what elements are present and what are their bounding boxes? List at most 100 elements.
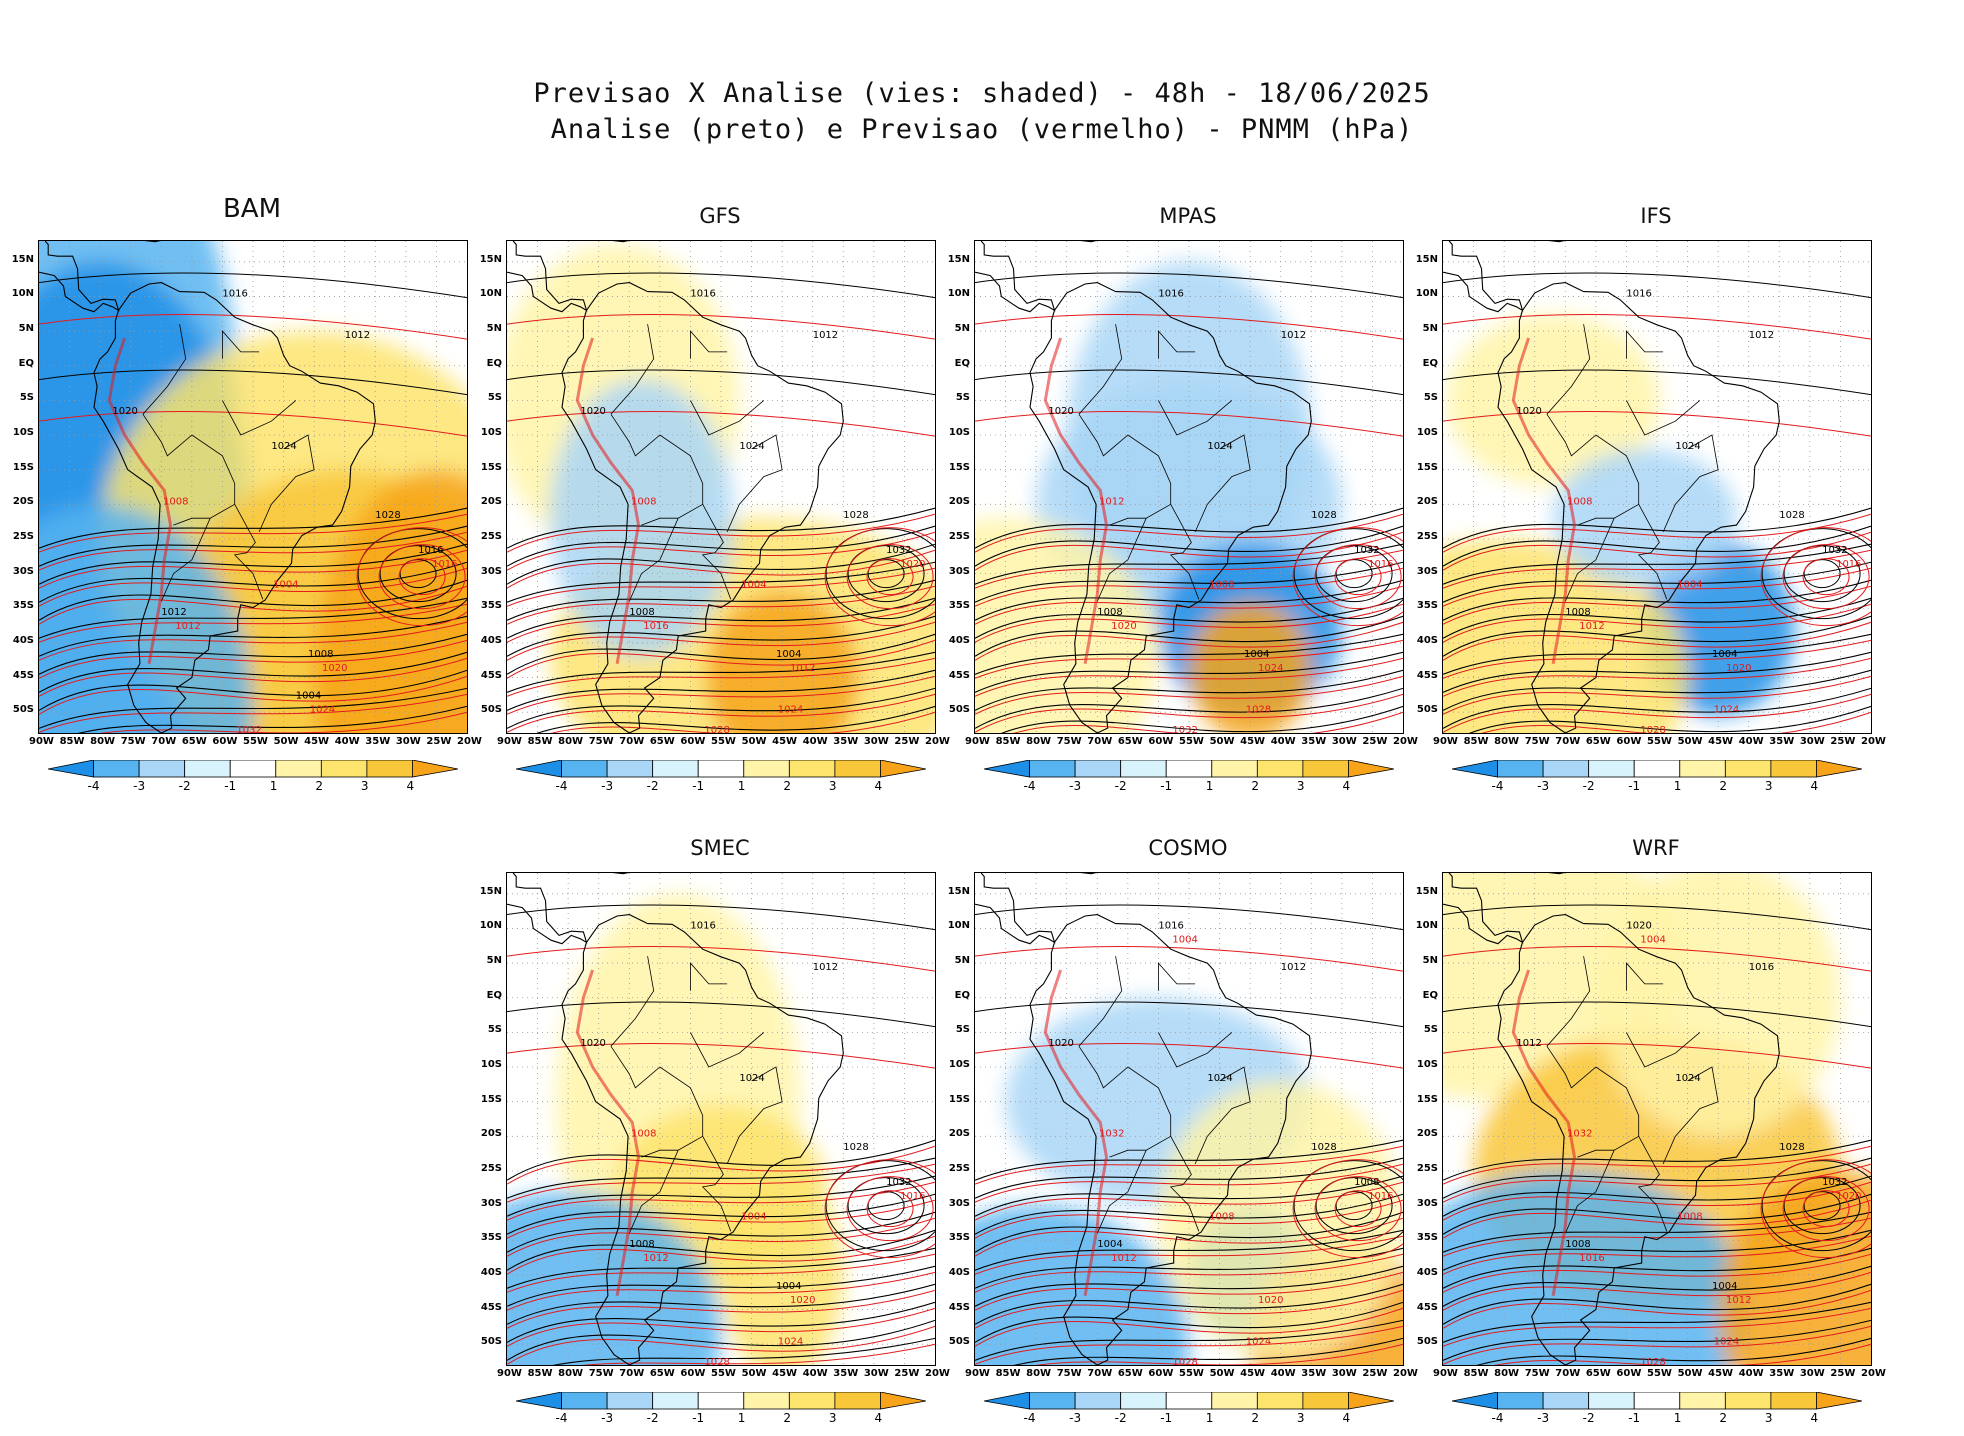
longitude-tick-label: 60W bbox=[1616, 1368, 1642, 1379]
colorbar-label: 1 bbox=[1673, 1411, 1682, 1425]
grid-lines bbox=[975, 241, 1403, 733]
longitude-tick-label: 55W bbox=[711, 1368, 736, 1379]
andes-contours bbox=[575, 337, 641, 664]
latitude-tick-label: 15N bbox=[11, 253, 34, 265]
forecast-contour-label: 1012 bbox=[1099, 496, 1124, 507]
map-area: 1016 1012 1020 1024 1028 1032 1008 1004 1020 1016… bbox=[506, 240, 936, 734]
analysis-contour-label: 1028 bbox=[1311, 510, 1336, 521]
longitude-tick-label: 60W bbox=[1616, 736, 1642, 747]
latitude-tick-label: 5N bbox=[1422, 323, 1438, 335]
forecast-contour-label: 1004 bbox=[1172, 934, 1197, 945]
analysis-contour-label: 1012 bbox=[1749, 330, 1774, 341]
forecast-contour-label: 1020 bbox=[1258, 1295, 1283, 1306]
longitude-tick-label: 60W bbox=[212, 736, 238, 747]
analysis-contour-label: 1020 bbox=[1048, 406, 1073, 417]
latitude-tick-label: 10N bbox=[947, 288, 970, 300]
analysis-contour-label: 1012 bbox=[161, 607, 186, 618]
analysis-contour-label: 1032 bbox=[1822, 1177, 1847, 1188]
forecast-contour-label: 1012 bbox=[1111, 1253, 1136, 1264]
longitude-tick-label: 85W bbox=[1463, 736, 1489, 747]
latitude-tick-label: 30S bbox=[948, 565, 970, 577]
latitude-tick-label: 20S bbox=[1416, 1128, 1438, 1140]
colorbar-label: -1 bbox=[224, 779, 237, 793]
forecast-contour-label: 1016 bbox=[1579, 1253, 1604, 1264]
analysis-contour-label: 1016 bbox=[690, 288, 715, 299]
latitude-tick-label: 10S bbox=[948, 427, 970, 439]
coastlines bbox=[1443, 241, 1780, 733]
colorbar-label: 4 bbox=[1810, 779, 1819, 793]
analysis-contour-label: 1016 bbox=[418, 545, 443, 556]
longitude-tick-label: 40W bbox=[802, 1368, 828, 1379]
longitude-tick-label: 70W bbox=[151, 736, 177, 747]
colorbar-label: -1 bbox=[1160, 779, 1173, 793]
longitude-tick-label: 55W bbox=[1647, 736, 1672, 747]
colorbar-label: 3 bbox=[828, 1411, 837, 1425]
latitude-tick-label: 45S bbox=[948, 1301, 970, 1313]
isobars bbox=[1443, 904, 1871, 1365]
analysis-contour-label: 1024 bbox=[739, 1073, 764, 1084]
colorbar-label: 4 bbox=[1342, 779, 1351, 793]
colorbar-label: 2 bbox=[315, 779, 323, 793]
analysis-contour-label: 1016 bbox=[1749, 962, 1774, 973]
colorbar-label: 1 bbox=[737, 779, 746, 793]
longitude-tick-label: 25W bbox=[1362, 736, 1388, 747]
analysis-contour-label: 1008 bbox=[1565, 607, 1590, 618]
latitude-tick-label: 20S bbox=[480, 496, 502, 508]
analysis-contour-label: 1012 bbox=[1516, 1038, 1541, 1049]
model-panel-mpas: MPAS 1016 1012 1020 1024 1028 1032 1008 1004 1016… bbox=[948, 204, 1418, 800]
latitude-tick-label: 50S bbox=[1416, 704, 1438, 716]
latitude-tick-label: 10N bbox=[1415, 288, 1438, 300]
forecast-contour-label: 1024 bbox=[1258, 663, 1283, 674]
longitude-tick-label: 55W bbox=[1179, 1368, 1204, 1379]
latitude-tick-label: 5N bbox=[486, 323, 502, 335]
latitude-tick-label: 40S bbox=[480, 1266, 502, 1278]
longitude-tick-label: 45W bbox=[1708, 736, 1734, 747]
longitude-tick-label: 25W bbox=[1362, 1368, 1388, 1379]
longitude-tick-label: 70W bbox=[1087, 1368, 1113, 1379]
analysis-contour-label: 1004 bbox=[1712, 1281, 1737, 1292]
forecast-contour-label: 1024 bbox=[1714, 1336, 1739, 1347]
longitude-tick-label: 80W bbox=[90, 736, 116, 747]
colorbar-label: 4 bbox=[1810, 1411, 1819, 1425]
longitude-tick-label: 45W bbox=[1240, 736, 1266, 747]
latitude-tick-label: 10S bbox=[948, 1059, 970, 1071]
analysis-contour-label: 1016 bbox=[1158, 920, 1183, 931]
longitude-tick-label: 30W bbox=[1799, 1368, 1825, 1379]
forecast-contour-label: 1032 bbox=[236, 725, 261, 733]
forecast-contour-label: 1012 bbox=[1579, 621, 1604, 632]
colorbar-label: 2 bbox=[783, 1411, 791, 1425]
latitude-tick-label: 15N bbox=[1415, 253, 1438, 265]
contour-labels: 1016 1012 1020 1024 1028 1008 1004 1016 1012 1020… bbox=[1048, 920, 1393, 1365]
analysis-contour-label: 1012 bbox=[813, 330, 838, 341]
forecast-contour-label: 1004 bbox=[741, 1212, 766, 1223]
latitude-tick-label: 10N bbox=[479, 288, 502, 300]
latitude-tick-label: 25S bbox=[948, 530, 970, 542]
colorbar-label: 2 bbox=[1719, 779, 1727, 793]
longitude-tick-label: 75W bbox=[588, 736, 614, 747]
longitude-tick-label: 60W bbox=[680, 736, 706, 747]
colorbar: -4 -3 -2 -1 1 2 3 4 bbox=[1451, 1391, 1863, 1426]
colorbar-label: 3 bbox=[1764, 1411, 1773, 1425]
latitude-tick-label: 10S bbox=[1416, 1059, 1438, 1071]
contour-labels: 1016 1012 1020 1024 1028 1032 1008 1004 1016 1012… bbox=[580, 920, 925, 1365]
analysis-contour-label: 1024 bbox=[1207, 1073, 1232, 1084]
latitude-tick-label: 40S bbox=[12, 634, 34, 646]
longitude-tick-label: 65W bbox=[1585, 736, 1611, 747]
analysis-contour-label: 1004 bbox=[776, 649, 801, 660]
latitude-tick-label: 50S bbox=[948, 704, 970, 716]
latitude-tick-label: 5N bbox=[954, 955, 970, 967]
colorbar-label: 4 bbox=[874, 1411, 883, 1425]
model-panel-gfs: GFS 1016 1012 1020 1024 1028 1032 1008 1004 1020 1… bbox=[480, 204, 950, 800]
contour-labels: 1020 1016 1012 1024 1028 1032 1008 1004 1020 1016… bbox=[1516, 920, 1861, 1365]
latitude-tick-label: 20S bbox=[948, 496, 970, 508]
analysis-contour-label: 1028 bbox=[375, 510, 400, 521]
latitude-tick-label: 15N bbox=[479, 885, 502, 897]
forecast-contour-label: 1028 bbox=[704, 725, 729, 733]
colorbar-label: 3 bbox=[828, 779, 837, 793]
latitude-tick-label: 15S bbox=[480, 461, 502, 473]
analysis-contour-label: 1012 bbox=[345, 330, 370, 341]
analysis-contour-label: 1032 bbox=[1822, 545, 1847, 556]
forecast-contour-label: 1012 bbox=[790, 663, 815, 674]
latitude-tick-label: 45S bbox=[480, 669, 502, 681]
forecast-contour-label: 1012 bbox=[175, 621, 200, 632]
